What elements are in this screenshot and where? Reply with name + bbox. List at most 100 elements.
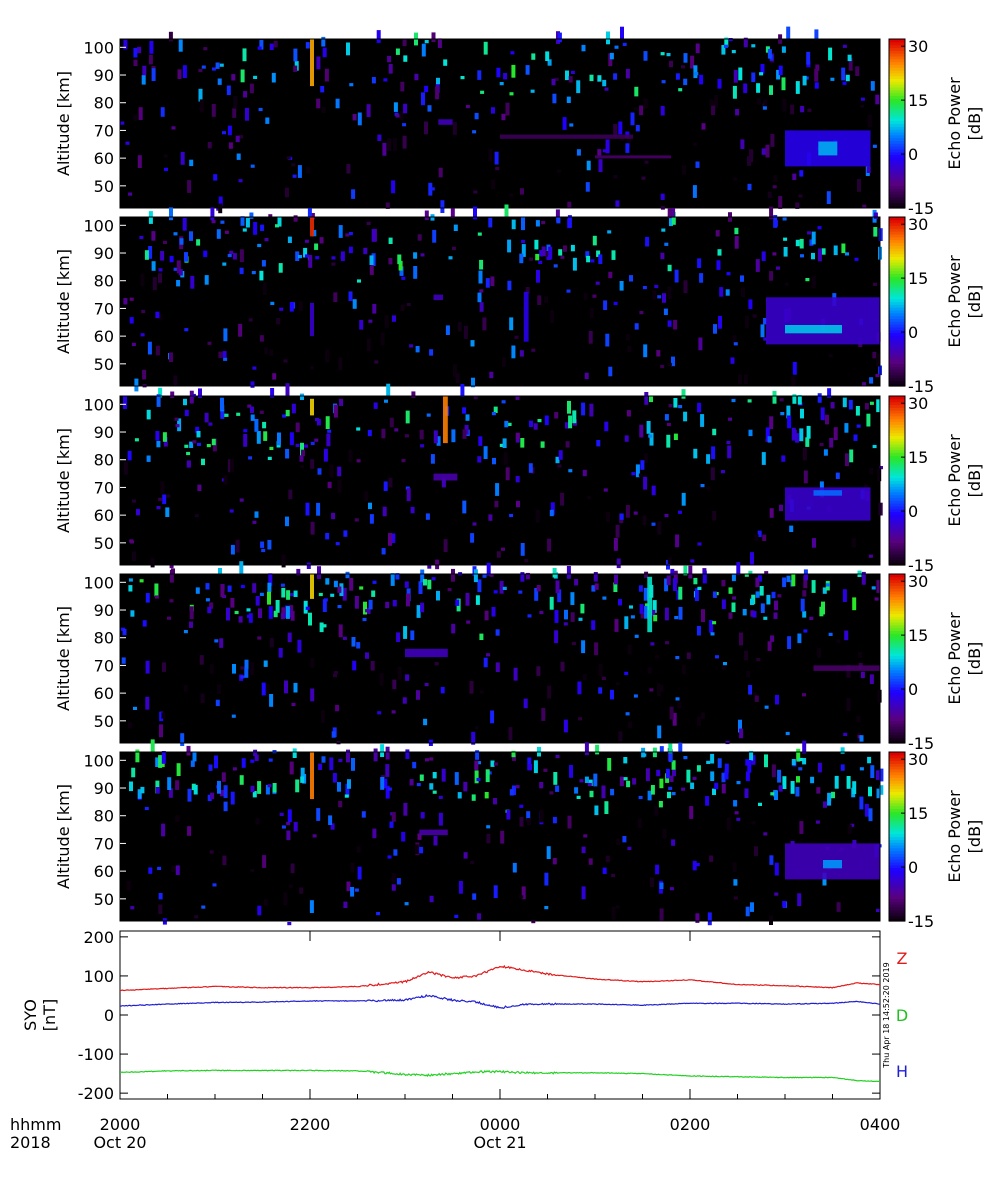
x-tick-label: 0200 xyxy=(670,1115,711,1134)
echo-cell xyxy=(700,484,705,488)
echo-cell xyxy=(195,426,200,434)
echo-cell xyxy=(327,481,332,489)
echo-cell xyxy=(529,257,534,261)
echo-cell xyxy=(229,509,234,513)
echo-cell xyxy=(350,887,355,897)
echo-cell xyxy=(211,438,216,446)
echo-cell xyxy=(155,431,160,441)
echo-cell xyxy=(232,253,237,260)
echo-cell xyxy=(335,98,340,109)
colorbar-segment xyxy=(889,915,905,919)
echo-cell xyxy=(747,399,752,403)
echo-cell xyxy=(842,589,847,602)
echo-cell xyxy=(337,586,342,593)
y-tick-label: 100 xyxy=(83,573,114,592)
echo-cell xyxy=(454,914,459,918)
colorbar-segment xyxy=(889,918,905,922)
echo-cell xyxy=(861,571,866,585)
echo-cell xyxy=(201,65,206,69)
colorbar-segment xyxy=(889,253,905,258)
echo-cell xyxy=(681,389,686,399)
colorbar-segment xyxy=(889,295,905,300)
echo-cell xyxy=(574,579,579,586)
echo-cell xyxy=(154,595,159,599)
echo-cell xyxy=(735,109,740,116)
echo-cells xyxy=(120,26,880,214)
echo-cell xyxy=(678,510,682,514)
echo-cell xyxy=(764,754,768,768)
echo-cell xyxy=(672,578,677,591)
echo-cell xyxy=(804,573,808,581)
echo-cell xyxy=(392,679,397,690)
echo-cell xyxy=(471,731,476,745)
echo-cell xyxy=(425,758,429,762)
echo-cell xyxy=(671,212,676,225)
echo-cell xyxy=(427,579,432,590)
echo-cell xyxy=(183,685,188,692)
echo-cell xyxy=(669,60,673,68)
echo-cell xyxy=(438,795,443,799)
echo-cell xyxy=(751,44,756,48)
echo-cell xyxy=(859,767,864,771)
echo-cell xyxy=(846,664,851,678)
echo-cell xyxy=(515,396,520,400)
y-axis-label: Altitude [km] xyxy=(54,606,73,711)
echo-cell xyxy=(244,668,249,678)
echo-cell xyxy=(137,155,142,168)
echo-cell xyxy=(875,770,880,780)
echo-cell xyxy=(289,884,293,888)
x-axis-year: 2018 xyxy=(10,1133,51,1152)
echo-cell xyxy=(189,159,194,167)
echo-cell xyxy=(554,412,559,419)
echo-cell xyxy=(619,281,624,291)
echo-cell xyxy=(255,596,260,606)
y-tick-label: 60 xyxy=(94,684,114,703)
echo-cell xyxy=(337,605,342,609)
echo-cell xyxy=(675,534,680,548)
echo-cell xyxy=(569,123,574,127)
echo-cell xyxy=(763,616,768,620)
echo-cell xyxy=(267,591,271,605)
echo-cell xyxy=(660,52,665,56)
echo-cell xyxy=(776,266,780,270)
echo-cell xyxy=(668,404,673,408)
colorbar-segment xyxy=(889,890,905,894)
echo-cell xyxy=(608,366,613,377)
echo-cell xyxy=(269,349,274,356)
echo-cell xyxy=(356,846,361,853)
echo-cell xyxy=(643,476,648,490)
colorbar-segment xyxy=(889,276,905,280)
colorbar-segment xyxy=(889,901,905,905)
echo-cell xyxy=(830,402,835,409)
colorbar-segment xyxy=(889,844,905,849)
echo-cell xyxy=(435,559,440,570)
echo-cell xyxy=(640,612,645,619)
echo-cell xyxy=(767,641,772,651)
echo-cell xyxy=(553,264,558,268)
echo-cell xyxy=(514,335,519,339)
echo-cell xyxy=(868,808,873,822)
echo-cell xyxy=(603,488,608,492)
echo-cell xyxy=(743,83,748,94)
echo-cell xyxy=(613,301,618,305)
echo-cell xyxy=(638,585,643,592)
colorbar-tick-label: 30 xyxy=(908,37,928,56)
echo-cell xyxy=(250,785,255,793)
colorbar-segment xyxy=(889,75,905,80)
echo-cell xyxy=(399,266,404,276)
echo-cell xyxy=(306,562,311,569)
echo-cell xyxy=(764,705,769,709)
colorbar-segment xyxy=(889,432,905,437)
colorbar-segment xyxy=(889,553,905,558)
colorbar-segment xyxy=(889,154,905,158)
echo-cell xyxy=(289,302,294,312)
colorbar-segment xyxy=(889,542,905,546)
colorbar-segment xyxy=(889,329,905,334)
echo-cell xyxy=(267,456,272,460)
echo-cell xyxy=(278,263,283,273)
echo-cell xyxy=(757,530,762,537)
colorbar-segment xyxy=(889,109,905,113)
echo-cell xyxy=(198,88,203,102)
echo-cell xyxy=(137,46,142,54)
echo-cell xyxy=(502,586,507,590)
